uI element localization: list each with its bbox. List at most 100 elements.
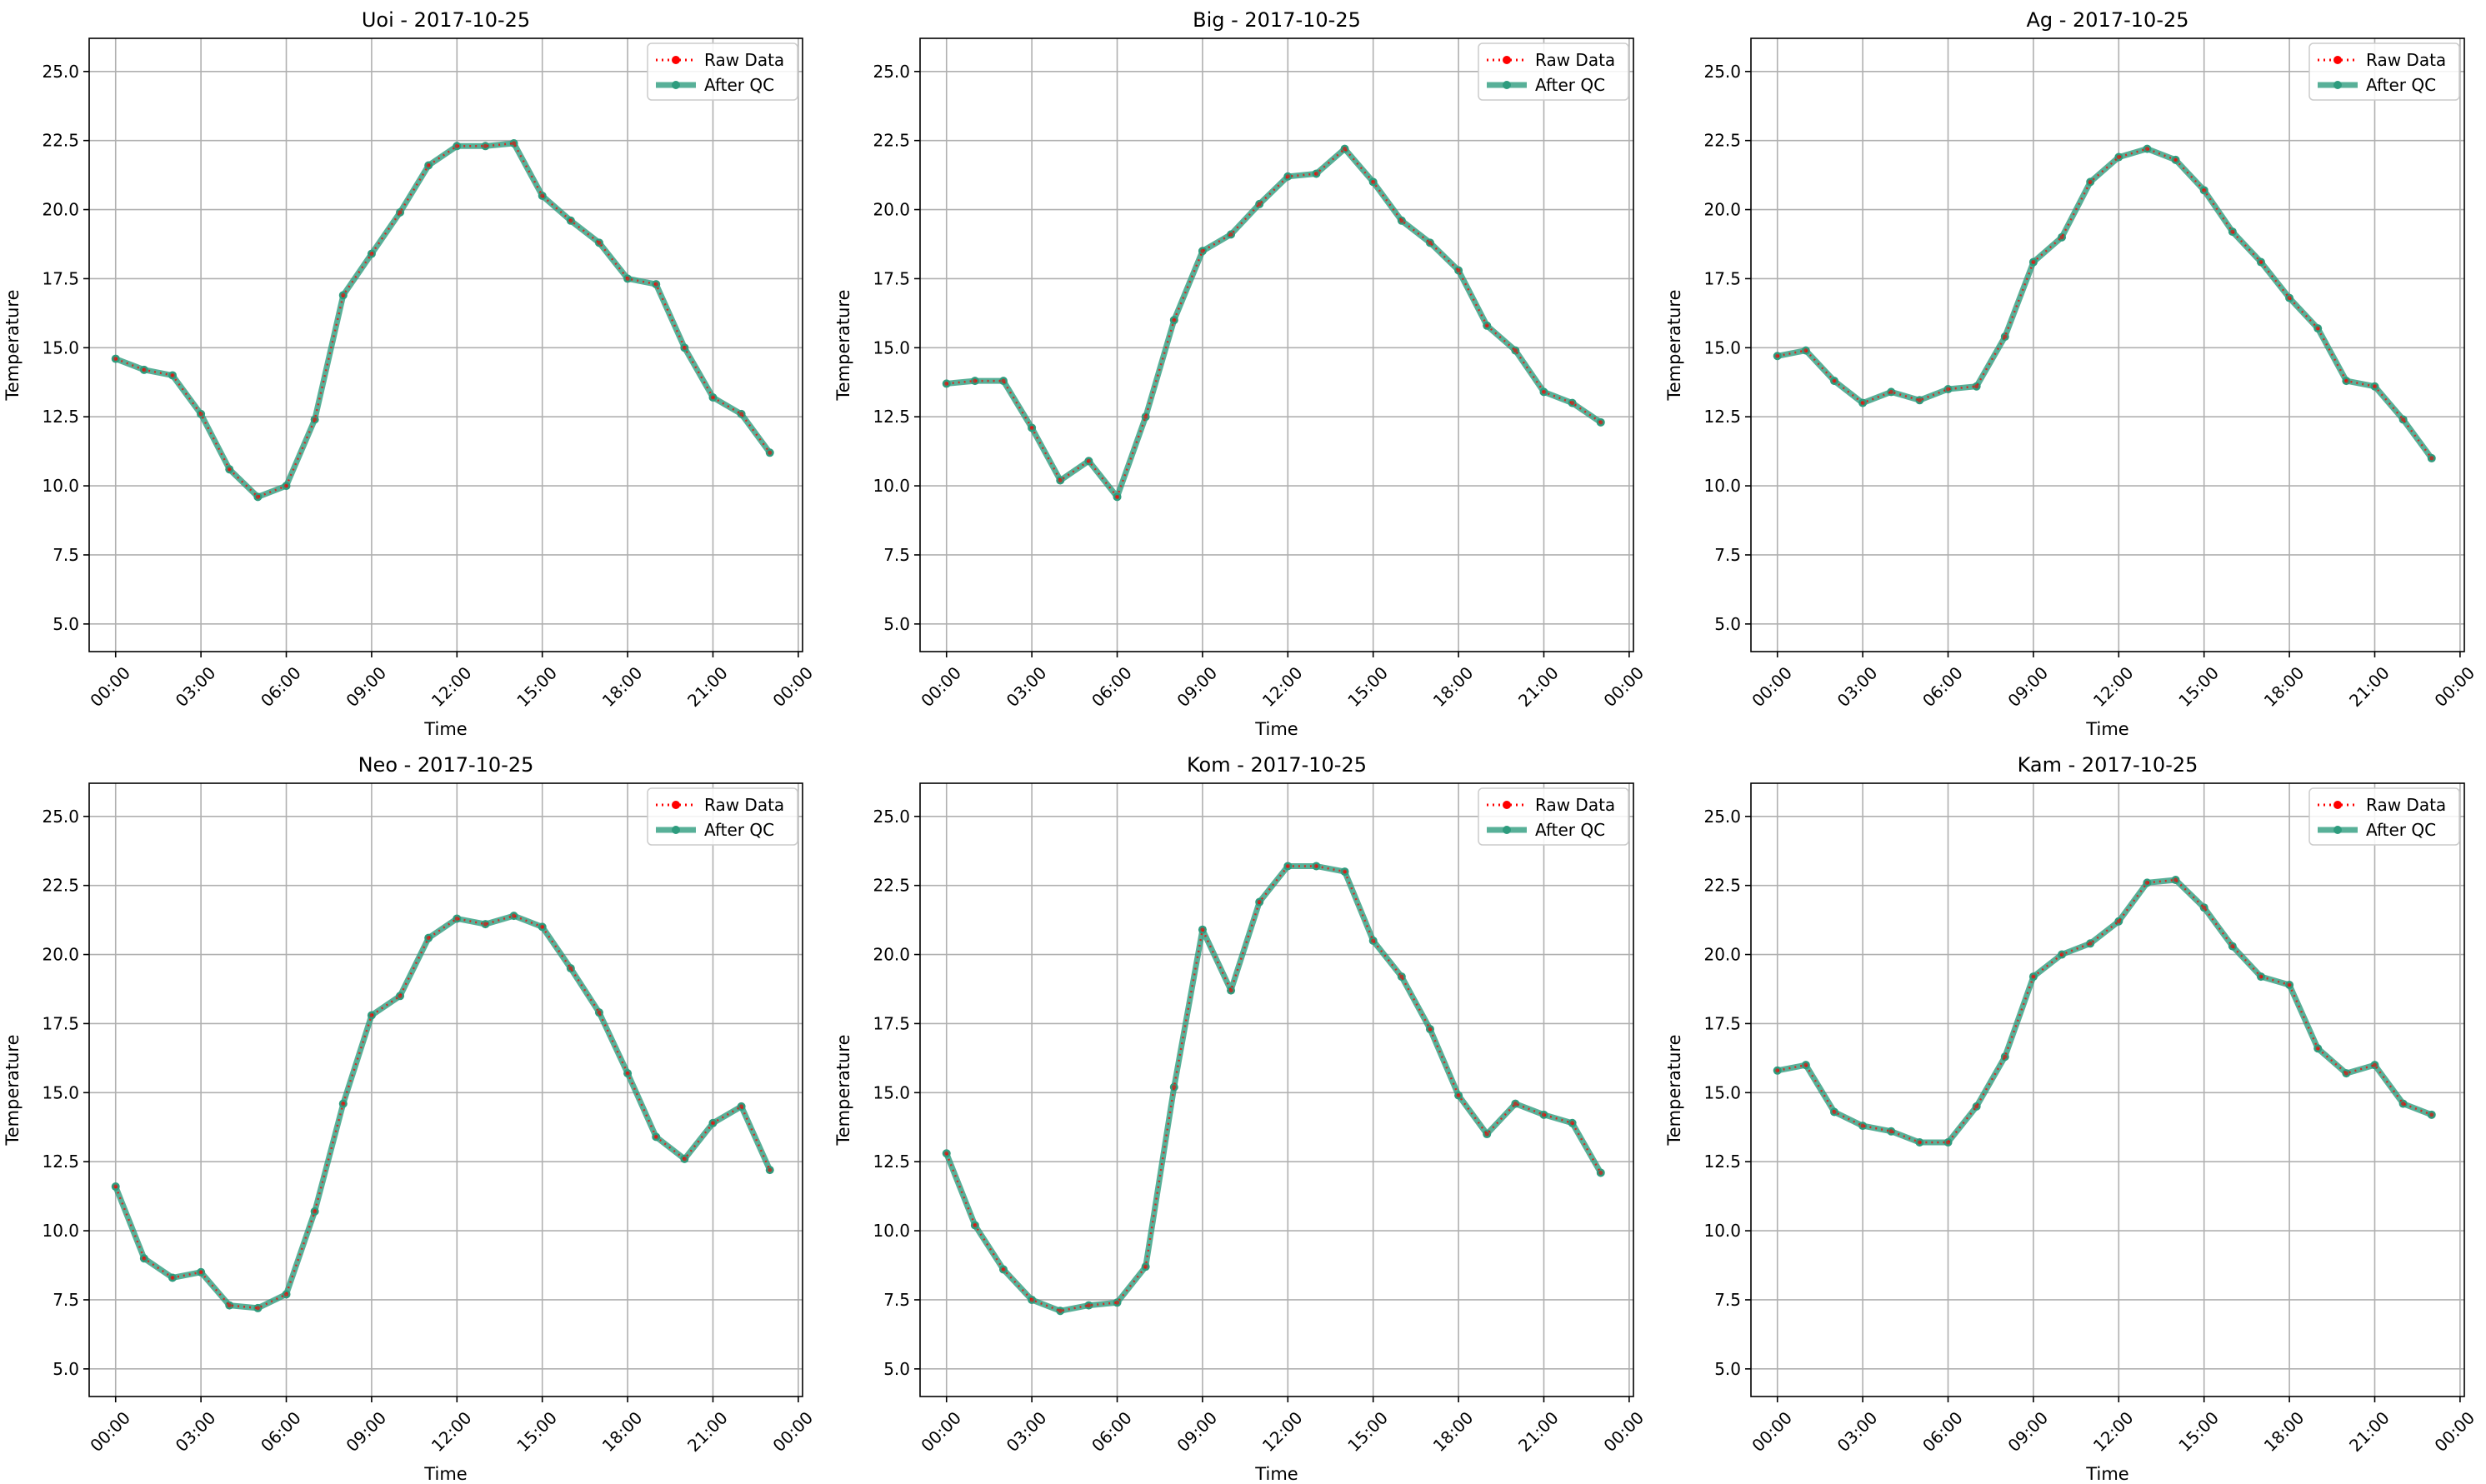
x-tick-label: 21:00 — [683, 1407, 732, 1456]
x-axis-label: Time — [1254, 719, 1298, 739]
raw-data-point — [1029, 425, 1034, 430]
y-tick-label: 22.5 — [42, 131, 79, 151]
legend-marker-raw-data — [2333, 56, 2342, 64]
axes-frame — [1750, 37, 2465, 652]
y-tick-label: 15.0 — [1703, 337, 1741, 357]
x-tick-label: 21:00 — [1514, 662, 1563, 711]
raw-data-point — [1513, 348, 1518, 353]
x-tick-label: 12:00 — [428, 662, 476, 711]
legend-label: Raw Data — [704, 50, 784, 70]
raw-data-point — [2144, 147, 2149, 152]
raw-data-point — [341, 1102, 346, 1107]
raw-data-point — [255, 494, 260, 499]
raw-data-point — [2088, 941, 2093, 946]
raw-data-point — [1343, 147, 1348, 152]
raw-data-point — [1371, 179, 1376, 184]
x-tick-label: 00:00 — [1748, 1407, 1796, 1456]
legend-marker-raw-data — [2333, 801, 2342, 809]
y-tick-label: 25.0 — [873, 62, 910, 82]
raw-data-point — [398, 993, 403, 998]
x-tick-label: 03:00 — [1003, 1407, 1051, 1456]
x-axis-label: Time — [423, 719, 467, 739]
legend: Raw Data After QC — [647, 42, 798, 101]
x-tick-label: 18:00 — [1429, 662, 1478, 711]
x-tick-label: 03:00 — [172, 1407, 220, 1456]
raw-data-point — [1399, 218, 1404, 223]
subplot-5: 5.0 7.5 10.0 12.5 15.0 17.5 20.0 22.5 25.0 00:00 0… — [1664, 753, 2478, 1484]
y-tick-label: 7.5 — [883, 1290, 910, 1310]
raw-data-point — [170, 372, 175, 377]
raw-data-point — [426, 163, 431, 168]
raw-data-point — [653, 1134, 658, 1139]
raw-data-point — [768, 450, 773, 455]
y-tick-label: 12.5 — [1703, 407, 1741, 427]
legend-label: Raw Data — [2366, 795, 2446, 815]
raw-data-point — [1172, 1085, 1177, 1090]
raw-data-point — [1598, 420, 1603, 425]
raw-data-point — [1541, 1112, 1546, 1117]
x-tick-label: 09:00 — [2003, 1407, 2052, 1456]
legend: Raw Data After QC — [1478, 42, 1629, 101]
raw-data-point — [1029, 1297, 1034, 1302]
legend-label: After QC — [2366, 820, 2436, 840]
subplot-title: Kom - 2017-10-25 — [1187, 753, 1367, 777]
raw-data-point — [944, 381, 949, 386]
legend: Raw Data After QC — [1478, 787, 1629, 846]
y-tick-label: 17.5 — [1703, 268, 1741, 288]
raw-data-point — [1143, 1264, 1148, 1269]
y-tick-label: 15.0 — [1703, 1082, 1741, 1102]
x-tick-label: 03:00 — [1003, 662, 1051, 711]
x-tick-label: 00:00 — [768, 1407, 817, 1456]
x-tick-label: 15:00 — [1343, 662, 1392, 711]
raw-data-point — [426, 936, 431, 941]
y-tick-label: 15.0 — [873, 337, 910, 357]
subplot-0: 5.0 7.5 10.0 12.5 15.0 17.5 20.0 22.5 25.0 00:00 0… — [3, 8, 817, 739]
raw-data-point — [2287, 982, 2292, 987]
x-tick-label: 18:00 — [2260, 1407, 2308, 1456]
x-tick-label: 15:00 — [1343, 1407, 1392, 1456]
raw-data-point — [653, 282, 658, 287]
raw-data-point — [682, 345, 687, 350]
raw-data-point — [1086, 1303, 1091, 1308]
raw-data-point — [2003, 334, 2008, 339]
raw-data-point — [227, 1303, 232, 1308]
raw-data-point — [1399, 974, 1404, 979]
raw-data-point — [1803, 1062, 1808, 1067]
x-tick-label: 09:00 — [1173, 1407, 1221, 1456]
series-line-raw-data — [945, 865, 1602, 1312]
y-tick-label: 20.0 — [1703, 200, 1741, 220]
raw-data-point — [1428, 1027, 1433, 1032]
raw-data-point — [682, 1157, 687, 1162]
raw-data-point — [625, 276, 630, 281]
raw-data-point — [944, 1151, 949, 1156]
subplot-title: Kam - 2017-10-25 — [2018, 753, 2198, 777]
raw-data-point — [512, 913, 517, 918]
raw-data-point — [142, 367, 147, 372]
series-line-after-qc — [943, 863, 1603, 1314]
subplot-title: Uoi - 2017-10-25 — [362, 8, 530, 32]
raw-data-point — [2258, 260, 2263, 265]
legend-marker-after-qc — [2333, 81, 2342, 89]
x-tick-label: 18:00 — [598, 662, 647, 711]
x-tick-label: 21:00 — [2345, 1407, 2393, 1456]
x-axis-label: Time — [423, 1464, 467, 1484]
raw-data-point — [1001, 1267, 1006, 1272]
y-tick-label: 5.0 — [883, 614, 910, 634]
legend-marker-after-qc — [1503, 81, 1511, 89]
raw-data-point — [1917, 1140, 1922, 1145]
raw-data-point — [1832, 1110, 1837, 1115]
raw-data-point — [1860, 1123, 1865, 1128]
y-tick-label: 10.0 — [1703, 476, 1741, 496]
raw-data-point — [313, 417, 318, 422]
raw-data-point — [1775, 1068, 1780, 1073]
y-tick-label: 22.5 — [873, 131, 910, 151]
y-tick-label: 10.0 — [873, 1221, 910, 1241]
raw-data-point — [1001, 378, 1006, 383]
raw-data-point — [1285, 863, 1290, 868]
raw-data-point — [1803, 348, 1808, 353]
x-tick-label: 21:00 — [2345, 662, 2393, 711]
raw-data-point — [973, 378, 978, 383]
legend-label: After QC — [1535, 75, 1605, 95]
raw-data-point — [227, 467, 232, 472]
series-line-raw-data — [1777, 147, 2433, 459]
